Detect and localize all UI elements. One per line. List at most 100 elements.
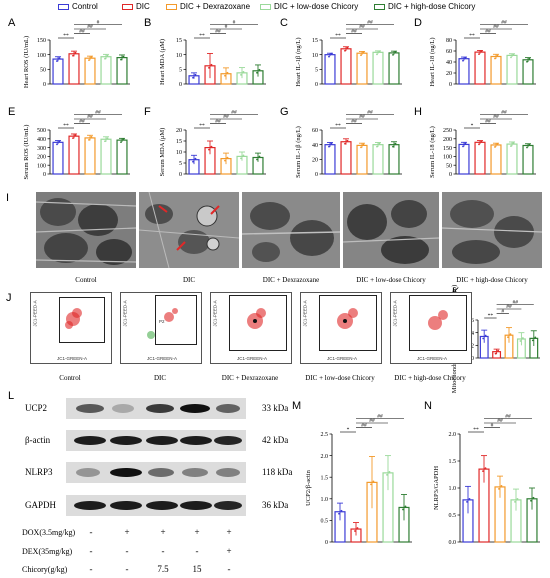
condition-value: + [194,527,200,537]
data-point [330,142,333,145]
data-point [72,137,74,140]
significance-label: * [471,123,474,129]
data-point [510,56,512,59]
significance-label: ## [215,119,221,125]
significance-label: ## [359,114,365,120]
panel-label-j: J [6,292,12,304]
flow-plot-high-dose: JC1-PEED-A JC1-GREEN-A [390,292,472,364]
bar [372,144,384,175]
data-point [462,145,464,148]
flow-x-axis-label: JC1-GREEN-A [237,356,268,361]
data-point [392,54,394,56]
wb-band [180,404,210,413]
data-point [104,57,106,60]
condition-value: - [89,564,93,574]
data-point [468,497,471,500]
tem-caption: Control [75,276,97,284]
data-point [498,488,500,490]
significance-label: ## [351,119,357,125]
wb-band [180,501,212,510]
y-axis-label: Heart MDA (μM) [159,39,166,85]
arrow-icon [158,205,220,251]
wb-band [216,404,240,413]
legend-swatch [58,3,69,10]
data-point [376,145,378,148]
data-point [500,485,503,487]
legend-item-low-dose: DIC + low-dose Chicory [260,2,358,11]
y-tick-label: 0 [179,172,182,178]
data-point [104,140,106,143]
data-point [497,349,499,352]
bar [522,59,534,85]
y-tick-label: 5 [315,68,318,74]
flow-x-axis-label: JC1-GREEN-A [417,356,448,361]
y-tick-label: 40 [446,60,452,66]
significance-label: ## [501,110,507,116]
condition-value: - [89,527,93,537]
y-tick-label: 80 [446,38,452,44]
data-point [338,512,340,515]
data-point [344,49,346,52]
condition-value: 7.5 [157,564,169,574]
data-point [208,66,210,69]
flow-gate [229,295,287,351]
significance-label: ## [506,304,512,310]
bar [506,143,518,175]
data-point [194,157,197,160]
significance-label: ** [335,123,341,129]
y-axis-label: Serum IL-1β (ng/L) [295,126,302,178]
flow-scatter [65,308,82,329]
panel-label-c: C [280,17,288,29]
wb-band [214,501,242,510]
legend: Control DIC DIC + Dexrazoxane DIC + low-… [0,2,550,14]
data-point [340,509,343,512]
flow-gate [409,295,467,351]
bar [68,135,80,175]
significance-label: ## [95,110,101,116]
wb-protein-label: UCP2 [25,403,48,413]
bar [84,137,96,175]
y-tick-label: 150 [443,146,452,152]
y-tick-label: 5 [179,161,182,167]
y-tick-label: 0 [315,172,318,178]
significance-label: ## [215,29,221,35]
flow-gate [59,297,105,343]
y-tick-label: 0 [449,172,452,178]
y-tick-label: 2.5 [321,432,329,438]
bar [388,52,400,85]
condition-value: 15 [192,564,202,574]
bar [84,57,96,85]
condition-value: - [161,546,165,556]
y-tick-label: 0 [43,172,46,178]
chart-heart-ros: 0 50 100 150 Heart ROS (IU/mL) ** ## ## # [23,20,130,88]
flow-x-axis-label: JC1-GREEN-A [57,356,88,361]
flow-caption: DIC + high-dose Chicory [394,374,466,382]
significance-label: # [491,423,494,429]
flow-y-axis-label: JC1-PEED-A [212,300,218,327]
data-point [534,336,537,339]
tem-caption: DIC + Dexrazoxane [262,276,320,284]
y-tick-label: 1.0 [321,497,329,503]
y-tick-label: 20 [176,128,182,134]
flow-scatter [337,308,358,329]
significance-label: ## [79,119,85,125]
flow-plot-dexrazoxane: JC1-PEED-A JC1-GREEN-A [210,292,292,364]
y-tick-label: 250 [443,128,452,134]
chart-serum-mda: 0 5 10 15 20 Serum MDA (μM) ** ## ## ## [159,110,266,178]
data-point [192,76,194,79]
flow-caption: DIC + low-dose Chicory [305,374,375,382]
condition-label-dox: DOX(3.5mg/kg) [22,528,76,537]
chart-serum-il1b: 0 20 40 60 Serum IL-1β (ng/L) ** ## ## ## [295,110,402,178]
data-point [402,508,404,511]
bar [490,144,502,175]
chart-heart-mda: 0 5 10 15 Heart MDA (μM) ** ## # # [159,20,266,88]
flow-gate [319,295,377,351]
significance-label: ## [367,110,373,116]
legend-label: DIC [136,2,150,11]
y-tick-label: 0 [43,82,46,88]
tem-image-dexrazoxane [242,192,340,268]
legend-swatch [166,3,177,10]
significance-label: ## [493,24,499,30]
y-tick-label: 10 [312,53,318,59]
data-point [74,51,77,54]
